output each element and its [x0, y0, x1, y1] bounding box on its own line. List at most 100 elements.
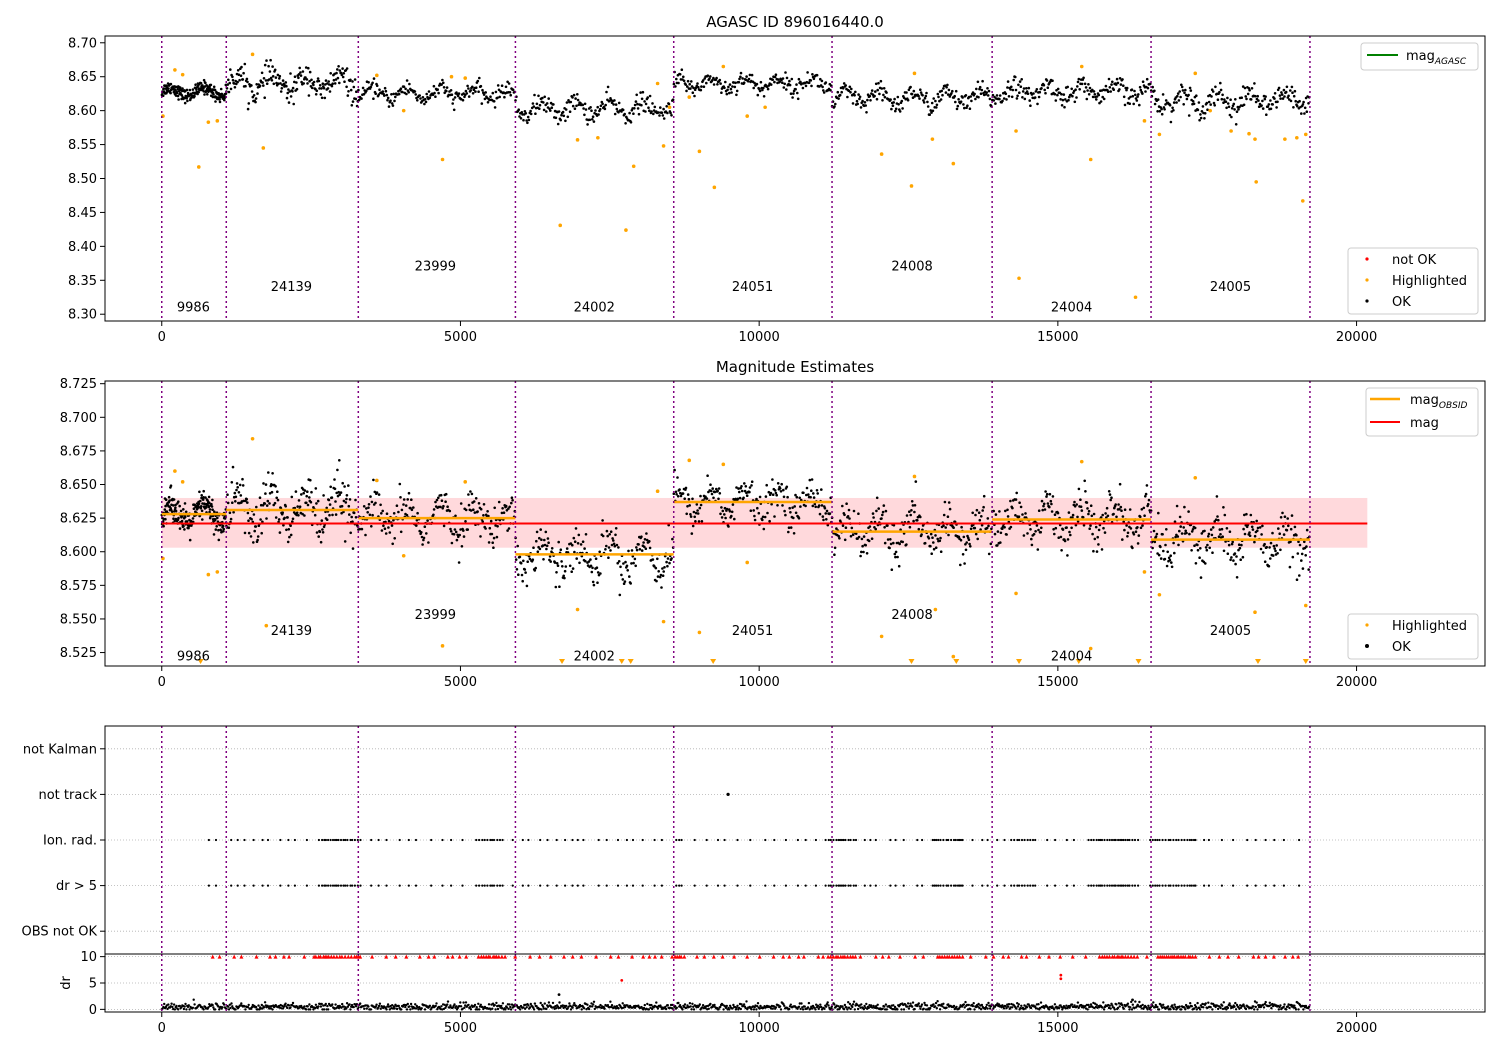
ok-point — [820, 79, 824, 83]
ok-point — [305, 501, 308, 505]
dr-point — [308, 1003, 311, 1006]
ok-point — [615, 107, 619, 111]
dr-point — [231, 1005, 234, 1008]
ok-point — [1037, 509, 1041, 512]
dr-point — [717, 1008, 720, 1011]
ok-point — [744, 485, 748, 488]
ok-point — [968, 107, 972, 110]
ok-point — [391, 104, 395, 107]
ok-point — [1226, 552, 1230, 555]
ok-point — [1042, 83, 1046, 87]
ok-point — [974, 513, 977, 517]
ok-point — [1239, 558, 1242, 561]
ok-point — [563, 569, 567, 573]
ok-point — [1153, 102, 1157, 106]
ok-point — [771, 78, 774, 81]
mid-highlighted-point — [687, 458, 692, 463]
ok-point — [941, 93, 944, 97]
ok-point — [1253, 82, 1256, 85]
mid-ytick-label-5: 8.650 — [60, 478, 97, 493]
ok-point — [428, 96, 432, 100]
dr-point — [400, 1008, 403, 1011]
dr-point — [934, 1001, 938, 1005]
ok-point — [575, 557, 578, 560]
ok-point — [1272, 544, 1276, 548]
ok-point — [1283, 95, 1286, 98]
ok-point — [1289, 527, 1293, 531]
ok-point — [188, 538, 192, 542]
flag-point — [804, 838, 807, 842]
flag-point — [971, 884, 974, 887]
flag-point — [1254, 838, 1257, 842]
ok-point — [164, 498, 168, 502]
mid-highlighted-point — [440, 644, 445, 648]
ok-point — [920, 533, 923, 536]
ok-point — [634, 564, 637, 568]
ok-point — [683, 497, 686, 501]
flag-point — [625, 884, 629, 887]
ok-point — [281, 511, 285, 514]
ok-point — [263, 502, 267, 505]
ok-point — [209, 515, 212, 518]
top-highlighted-point — [1300, 199, 1305, 203]
ok-point — [246, 511, 250, 515]
below-range-marker — [908, 659, 915, 664]
ok-point — [868, 525, 872, 528]
ok-point — [934, 534, 937, 537]
ok-point — [531, 558, 535, 561]
ok-point — [937, 95, 940, 99]
ok-point — [1116, 81, 1120, 85]
ok-point — [578, 561, 581, 565]
flag-point — [1124, 838, 1127, 842]
dr-point — [841, 1005, 844, 1008]
ok-point — [435, 498, 439, 502]
ok-point — [529, 109, 532, 113]
ok-point — [216, 516, 219, 520]
top-highlighted-point — [1157, 132, 1162, 137]
ok-point — [533, 93, 536, 97]
ok-point — [235, 82, 238, 86]
ok-point — [262, 482, 265, 485]
ok-point — [385, 93, 389, 97]
ok-point — [878, 92, 881, 96]
ok-point — [1134, 530, 1138, 533]
flag-point — [356, 838, 359, 842]
ok-point — [713, 490, 717, 494]
ok-point — [386, 98, 389, 102]
flag-point — [266, 838, 270, 842]
ok-point — [1121, 515, 1125, 518]
flag-point — [1158, 838, 1161, 842]
flag-point — [323, 838, 326, 842]
ok-point — [272, 503, 276, 507]
mid-ytick-label-6: 8.675 — [60, 444, 97, 459]
ok-point — [993, 532, 997, 536]
flag-point — [1023, 884, 1026, 887]
ok-point — [504, 85, 508, 89]
ok-point — [819, 77, 822, 81]
flag-point — [1190, 838, 1193, 842]
flag-point — [854, 884, 858, 887]
ok-point — [829, 89, 832, 92]
ok-point — [301, 70, 305, 73]
ok-point — [467, 95, 471, 98]
ok-point — [237, 491, 241, 494]
below-range-marker — [1075, 659, 1082, 664]
ok-point — [213, 510, 216, 513]
ok-point — [1304, 554, 1307, 557]
ok-point — [240, 65, 243, 69]
ok-point — [735, 93, 738, 97]
dr-point — [648, 1003, 651, 1007]
ok-point — [901, 540, 904, 544]
ok-point — [445, 89, 448, 93]
ok-point — [1159, 545, 1162, 549]
ok-point — [912, 89, 916, 93]
dr-point — [742, 1003, 746, 1006]
ok-point — [173, 519, 176, 523]
ok-point — [358, 527, 362, 531]
dr-point — [345, 1007, 348, 1010]
ok-point — [1023, 97, 1027, 101]
flag-point — [564, 884, 567, 887]
flag-point — [1113, 884, 1116, 887]
ok-point — [605, 90, 608, 94]
ok-point — [596, 581, 599, 584]
